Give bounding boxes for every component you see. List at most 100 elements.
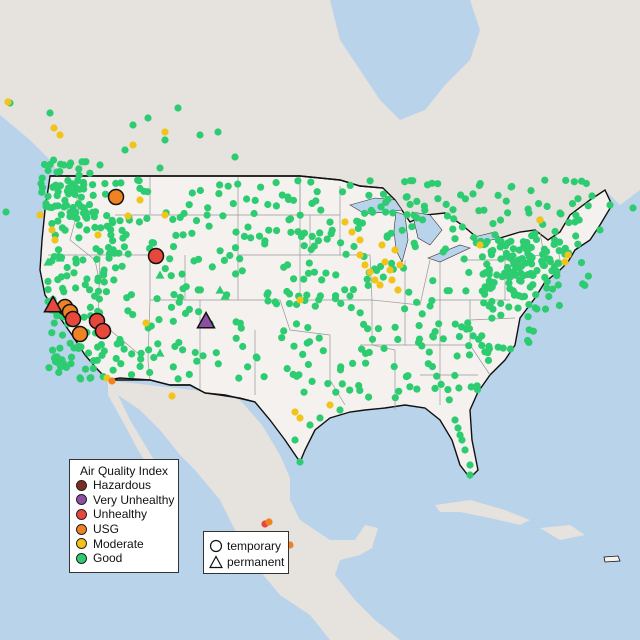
good-site-marker: [75, 234, 83, 242]
good-site-marker: [299, 350, 307, 358]
good-site-marker: [356, 309, 364, 317]
good-site-marker: [512, 271, 520, 279]
good-site-marker: [582, 179, 591, 188]
good-site-marker: [231, 153, 239, 161]
good-site-marker: [365, 191, 373, 199]
good-site-marker: [398, 226, 406, 234]
good-site-marker: [94, 274, 102, 282]
good-site-marker: [506, 273, 514, 281]
good-site-marker: [178, 270, 186, 278]
moderate-site-marker: [161, 211, 169, 219]
good-site-marker: [48, 329, 56, 337]
baja-land: [108, 382, 160, 472]
legend-item-usg: USG: [70, 522, 178, 537]
good-site-marker: [278, 334, 286, 342]
good-site-marker: [516, 276, 524, 285]
good-site-marker: [391, 394, 399, 402]
good-site-marker: [283, 365, 291, 373]
good-site-marker: [561, 244, 569, 252]
good-site-marker: [361, 209, 369, 217]
good-site-marker: [403, 193, 411, 201]
good-site-marker: [349, 359, 357, 367]
good-site-marker: [81, 365, 90, 373]
good-site-marker: [458, 223, 466, 231]
good-site-marker: [215, 190, 223, 198]
good-site-marker: [484, 349, 492, 357]
good-site-marker: [244, 223, 252, 231]
good-site-marker: [155, 316, 163, 324]
circle-icon: [209, 539, 223, 553]
good-site-marker: [514, 304, 522, 312]
good-site-marker: [116, 335, 124, 344]
good-permanent-marker: [220, 291, 230, 300]
good-site-marker: [304, 269, 313, 277]
good-site-marker: [291, 436, 299, 444]
good-site-marker: [63, 263, 71, 272]
good-site-marker: [224, 182, 232, 190]
good-site-marker: [505, 279, 513, 287]
good-site-marker: [356, 386, 364, 394]
good-site-marker: [305, 338, 314, 346]
good-site-marker: [169, 215, 177, 224]
good-site-marker: [212, 349, 220, 357]
good-site-marker: [541, 176, 549, 184]
good-site-marker: [504, 209, 512, 217]
good-site-marker: [65, 162, 73, 170]
good-site-marker: [137, 349, 145, 357]
good-site-marker: [509, 287, 517, 295]
legend-item-permanent: permanent: [204, 554, 288, 570]
good-site-marker: [509, 245, 517, 253]
moderate-site-marker: [326, 401, 334, 409]
good-site-marker: [285, 300, 294, 308]
good-site-marker: [450, 215, 458, 223]
good-site-marker: [67, 353, 76, 361]
good-site-marker: [83, 226, 91, 234]
moderate-site-marker: [48, 226, 56, 234]
good-site-marker: [494, 191, 502, 199]
good-site-marker: [488, 314, 496, 322]
good-site-marker: [195, 308, 203, 316]
good-site-marker: [37, 180, 45, 188]
good-site-marker: [577, 259, 586, 267]
good-site-marker: [395, 387, 403, 395]
good-site-marker: [584, 202, 592, 210]
legend-label: Unhealthy: [93, 507, 148, 522]
good-site-marker: [434, 180, 442, 188]
good-site-marker: [629, 204, 637, 212]
good-site-marker: [515, 292, 523, 300]
good-site-marker: [556, 209, 564, 217]
good-site-marker: [170, 291, 178, 299]
good-site-marker: [314, 237, 322, 245]
good-site-marker: [480, 206, 488, 214]
good-site-marker: [101, 190, 110, 198]
good-site-marker: [382, 198, 390, 206]
good-site-marker: [50, 183, 58, 191]
good-site-marker: [300, 388, 308, 396]
good-site-marker: [411, 243, 419, 251]
good-site-marker: [239, 342, 247, 351]
good-site-marker: [469, 190, 477, 198]
good-site-marker: [121, 146, 129, 154]
usg-site-marker: [265, 518, 273, 526]
good-site-marker: [307, 178, 315, 186]
good-site-marker: [507, 237, 515, 245]
good-site-marker: [283, 287, 291, 296]
moderate-site-marker: [296, 296, 304, 304]
good-site-marker: [546, 255, 554, 263]
good-site-marker: [543, 284, 551, 292]
good-site-marker: [102, 288, 110, 296]
good-site-marker: [525, 301, 533, 309]
good-site-marker: [571, 218, 579, 226]
good-site-marker: [110, 276, 118, 284]
good-site-marker: [80, 158, 89, 166]
moderate-site-marker: [36, 211, 44, 219]
good-site-marker: [199, 352, 207, 360]
good-site-marker: [136, 184, 144, 192]
good-site-marker: [48, 220, 56, 228]
good-site-marker: [347, 304, 355, 312]
mexico-land: [105, 380, 400, 640]
good-site-marker: [324, 380, 332, 388]
good-site-marker: [137, 355, 145, 363]
good-site-marker: [415, 322, 423, 330]
good-site-marker: [86, 169, 94, 177]
